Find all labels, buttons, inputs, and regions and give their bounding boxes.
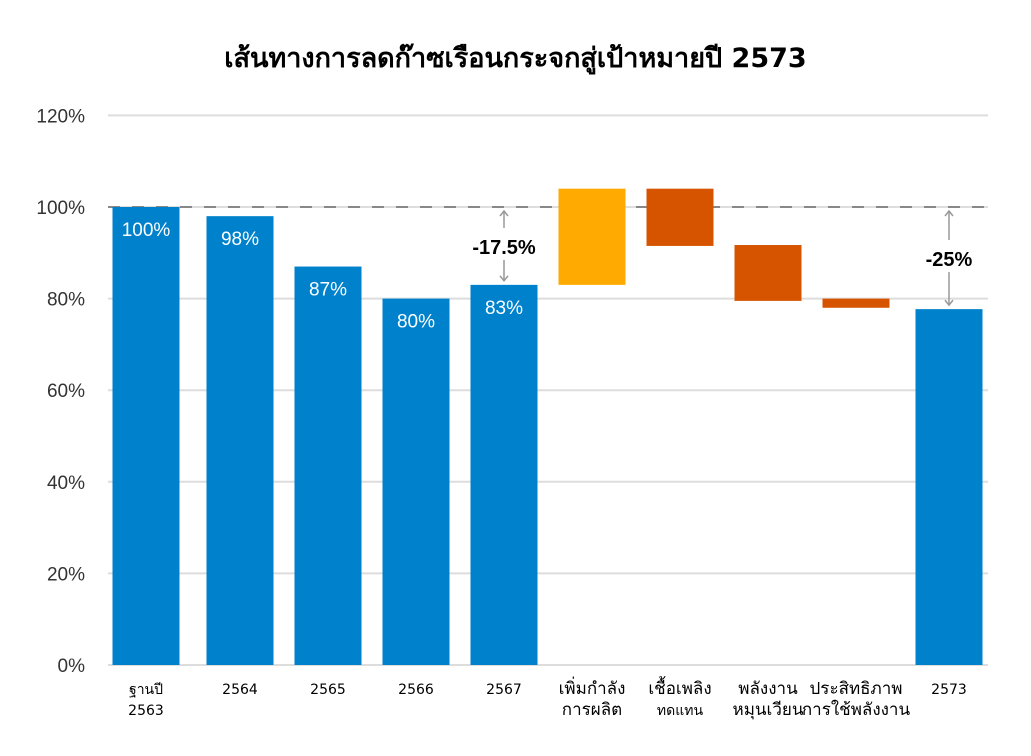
y-tick-label: 80% xyxy=(47,290,85,311)
bar-value-label: 98% xyxy=(221,229,259,250)
x-tick-label: 2565 xyxy=(310,682,346,698)
x-tick-label: ประสิทธิภาพ xyxy=(810,679,903,699)
bar xyxy=(294,266,362,665)
bar xyxy=(734,245,802,301)
bar-value-label: 100% xyxy=(122,220,171,241)
y-tick-label: 120% xyxy=(36,106,85,127)
bar xyxy=(206,216,274,665)
bar-value-label: 80% xyxy=(397,312,435,333)
x-tick-label: 2566 xyxy=(398,682,434,698)
y-tick-label: 40% xyxy=(47,473,85,494)
x-tick-label: 2573 xyxy=(931,682,967,698)
bar xyxy=(112,207,180,665)
bar xyxy=(470,284,538,665)
annotation-label: -17.5% xyxy=(472,237,536,259)
chart-title: เส้นทางการลดก๊าซเรือนกระจกสู่เป้าหมายปี … xyxy=(224,43,807,74)
x-tick-label: การผลิต xyxy=(562,700,622,720)
x-tick-label: 2567 xyxy=(486,682,522,698)
x-tick-label: 2564 xyxy=(222,682,258,698)
y-tick-label: 100% xyxy=(36,198,85,219)
bar xyxy=(822,298,890,308)
bar-value-label: 87% xyxy=(309,280,347,301)
x-tick-label: เชื้อเพลิง xyxy=(648,676,711,699)
x-tick-label: ฐานปี xyxy=(129,682,163,698)
arrow-head-icon xyxy=(944,209,954,307)
arrow-head-icon xyxy=(499,209,509,283)
bar xyxy=(646,188,714,246)
x-tick-label: ทดแทน xyxy=(657,703,704,719)
x-tick-label: เพิ่มกำลัง xyxy=(559,676,626,699)
annotation-label: -25% xyxy=(926,249,973,271)
x-tick-label: พลังงาน xyxy=(738,679,798,699)
y-tick-label: 60% xyxy=(47,381,85,402)
y-tick-label: 20% xyxy=(47,564,85,585)
bar xyxy=(382,298,450,665)
x-tick-label: การใช้พลังงาน xyxy=(802,699,911,720)
bar xyxy=(915,309,983,665)
x-tick-label: 2563 xyxy=(128,703,164,719)
y-tick-label: 0% xyxy=(58,656,86,677)
bar-value-label: 83% xyxy=(485,298,523,319)
bar xyxy=(558,188,626,285)
x-tick-label: หมุนเวียน xyxy=(733,700,804,720)
